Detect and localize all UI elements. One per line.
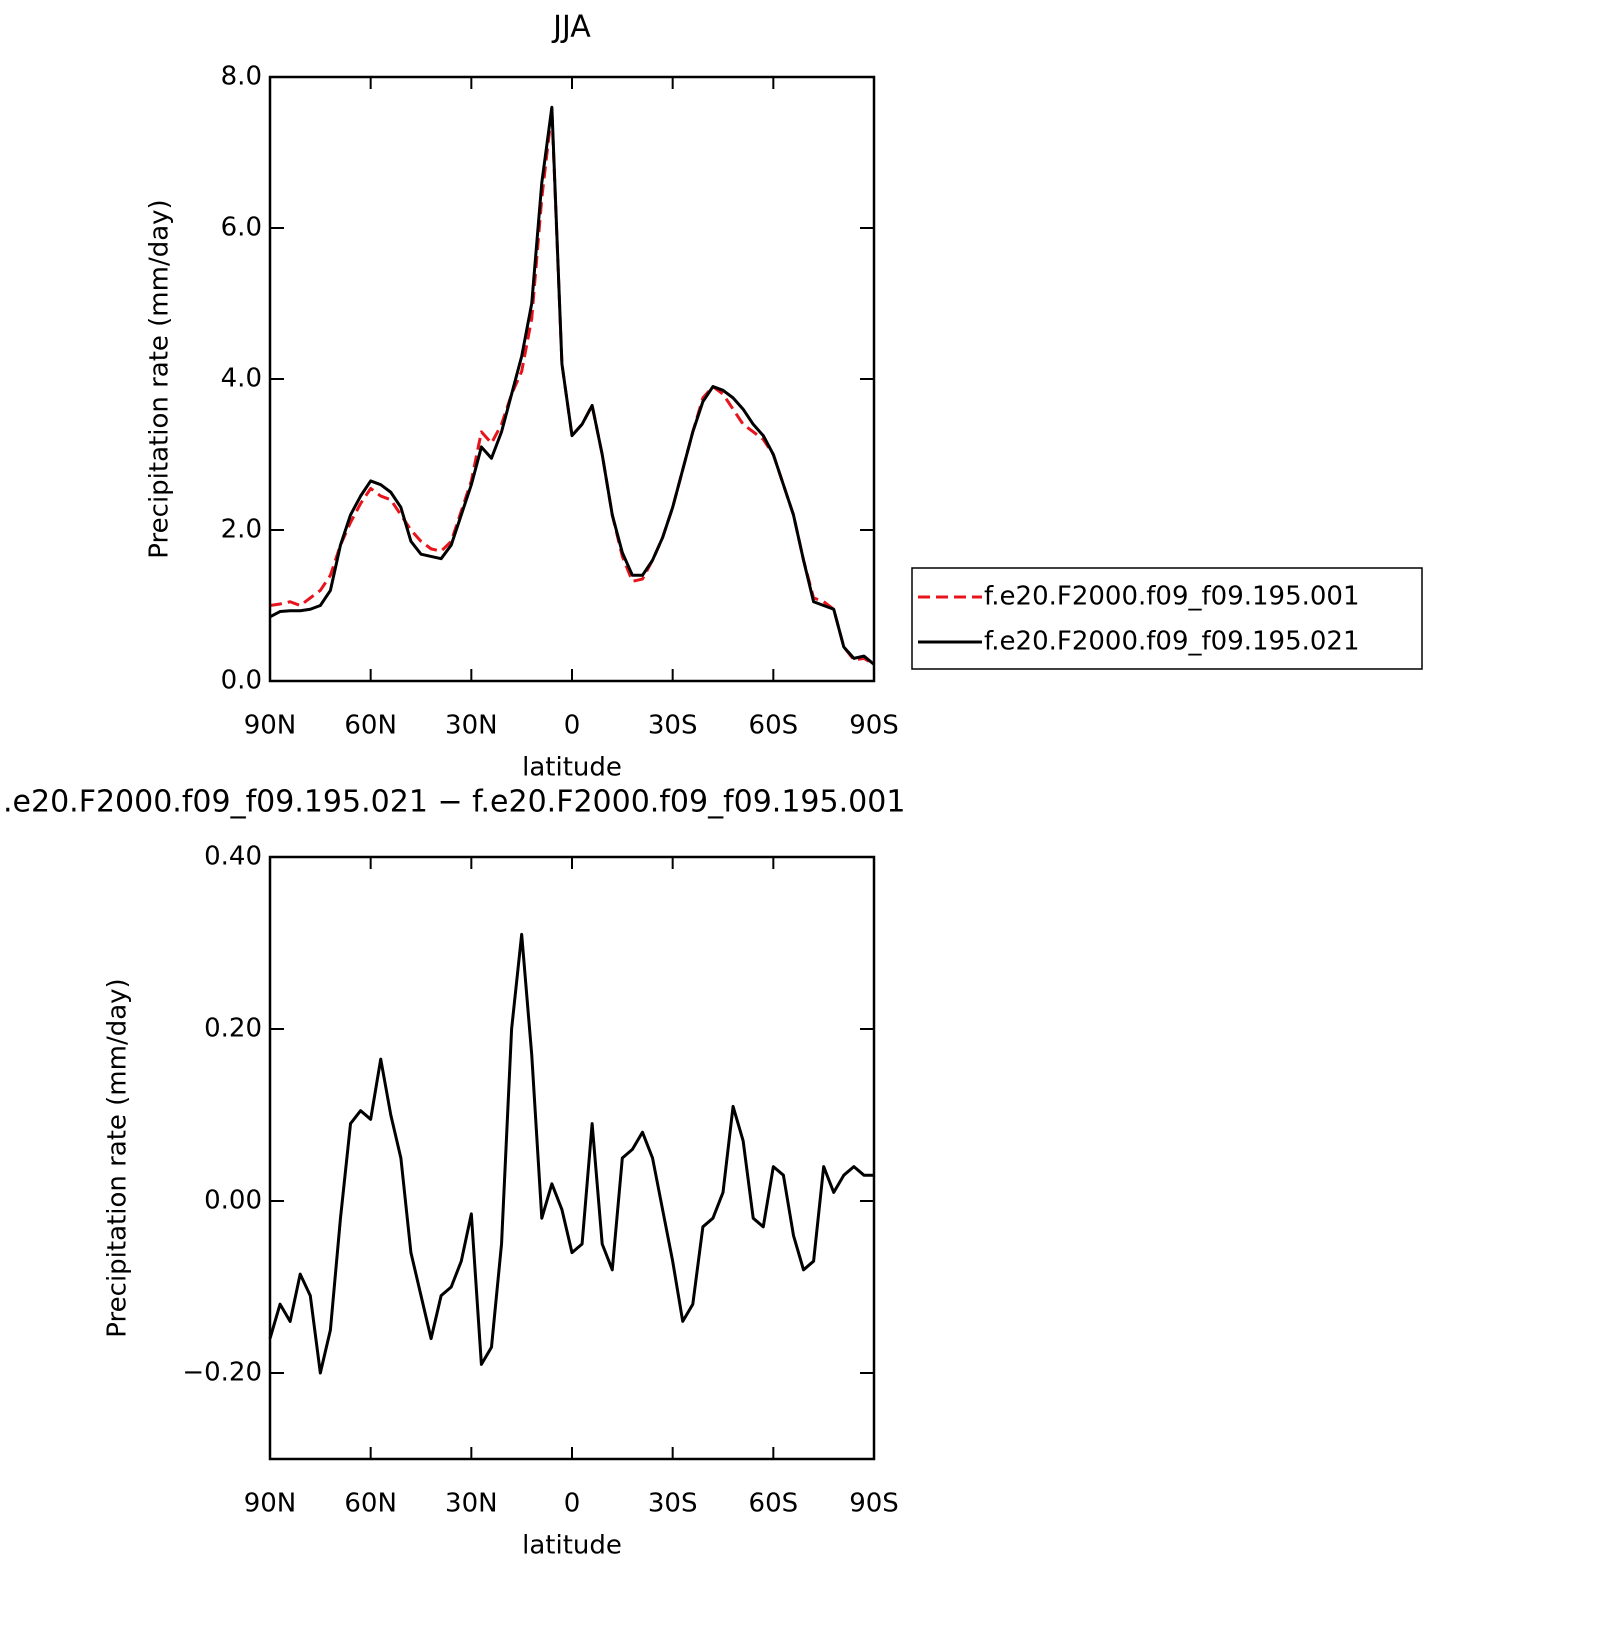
y-tick-label: 0.00 [204, 1186, 262, 1216]
y-tick-label: 2.0 [221, 515, 262, 545]
x-tick-label: 60S [749, 711, 799, 741]
x-tick-label: 90S [849, 711, 899, 741]
y-tick-label: 4.0 [221, 364, 262, 394]
x-axis-label: latitude [522, 753, 622, 783]
y-tick-label: 0.0 [221, 666, 262, 696]
chart-title: .e20.F2000.f09_f09.195.021 − f.e20.F2000… [3, 785, 905, 820]
x-tick-label: 90N [244, 1489, 297, 1519]
y-tick-label: 0.40 [204, 842, 262, 872]
x-tick-label: 60N [344, 711, 397, 741]
legend-box [911, 567, 1423, 670]
y-tick-label: −0.20 [182, 1358, 262, 1388]
series-line [269, 105, 875, 666]
x-tick-label: 90S [849, 1489, 899, 1519]
x-tick-label: 30N [445, 1489, 498, 1519]
x-tick-label: 0 [564, 711, 581, 741]
x-tick-label: 30S [648, 1489, 698, 1519]
series-line [269, 109, 875, 666]
y-tick-label: 0.20 [204, 1014, 262, 1044]
plot-frame [268, 75, 876, 683]
legend-label: f.e20.F2000.f09_f09.195.021 [984, 627, 1360, 657]
x-tick-label: 30S [648, 711, 698, 741]
x-tick-label: 60S [749, 1489, 799, 1519]
x-tick-label: 0 [564, 1489, 581, 1519]
plot-frame [268, 855, 876, 1461]
legend-label: f.e20.F2000.f09_f09.195.001 [984, 582, 1360, 612]
x-axis-label: latitude [522, 1531, 622, 1561]
x-tick-label: 30N [445, 711, 498, 741]
y-tick-label: 6.0 [221, 213, 262, 243]
y-axis-label: Precipitation rate (mm/day) [145, 199, 175, 558]
chart-title: JJA [551, 10, 591, 45]
y-axis-label: Precipitation rate (mm/day) [103, 978, 133, 1337]
x-tick-label: 90N [244, 711, 297, 741]
x-tick-label: 60N [344, 1489, 397, 1519]
y-tick-label: 8.0 [221, 62, 262, 92]
series-line [268, 932, 874, 1375]
